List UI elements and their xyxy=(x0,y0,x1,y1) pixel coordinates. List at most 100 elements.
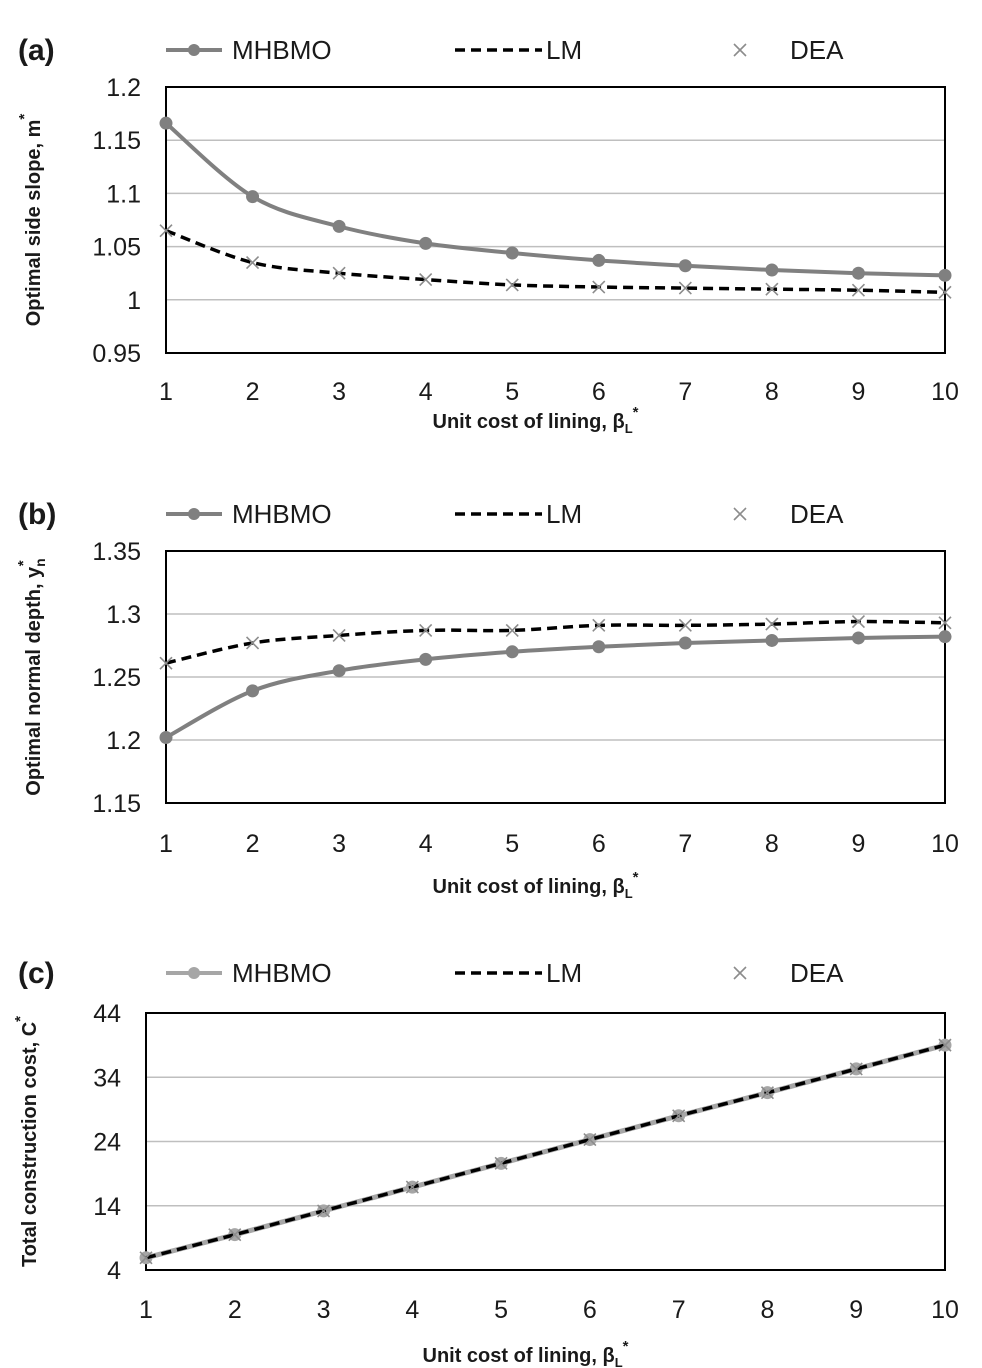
legend-dea-label: DEA xyxy=(790,35,844,65)
series-dea-point xyxy=(938,616,952,630)
series-lm-line xyxy=(145,1043,946,1260)
series-mhbmo-point xyxy=(851,631,865,645)
legend-mhbmo-label: MHBMO xyxy=(232,958,332,988)
series-mhbmo-point xyxy=(332,219,346,233)
x-axis-title-sub: L xyxy=(625,886,633,901)
series-dea-point xyxy=(592,618,606,632)
y-tick-label: 1 xyxy=(127,287,141,315)
x-tick-label: 9 xyxy=(849,1296,863,1324)
x-tick-label: 8 xyxy=(765,830,779,858)
x-axis-title-sup: * xyxy=(633,869,639,886)
y-tick-label: 34 xyxy=(93,1064,121,1092)
x-tick-label: 2 xyxy=(246,830,260,858)
series-dea-point xyxy=(139,1251,153,1265)
y-axis-title-main: Total construction cost, C xyxy=(19,1022,41,1267)
series-dea-point xyxy=(245,255,260,270)
y-axis-title-sup: * xyxy=(12,1016,29,1022)
legend-lm-label: LM xyxy=(546,35,582,65)
y-tick-label: 1.2 xyxy=(106,727,141,755)
series-dea-point xyxy=(159,656,173,670)
plot-frame xyxy=(165,86,946,354)
series-dea-point xyxy=(851,614,866,629)
x-tick-label: 1 xyxy=(159,830,173,858)
series-dea-point xyxy=(419,623,433,637)
series-dea-point xyxy=(505,278,519,292)
series-dea-point xyxy=(419,273,433,287)
x-axis-title-sup: * xyxy=(633,404,639,421)
chart-panel-1: (b) MHBMO LM DEA 1.15 1.2 1.25 1.3 1.35 1 2 3 4 5 6 7 8 9… xyxy=(15,498,959,901)
y-tick-label: 1.05 xyxy=(92,234,141,262)
y-axis-title-sup: * xyxy=(15,560,32,566)
series-mhbmo-point xyxy=(159,730,173,744)
x-tick-label: 7 xyxy=(672,1296,686,1324)
x-tick-label: 5 xyxy=(505,830,519,858)
series-dea-point xyxy=(849,1062,863,1076)
y-tick-label: 1.3 xyxy=(106,601,141,629)
x-axis-title: Unit cost of lining, βL* xyxy=(433,404,639,436)
y-tick-label: 1.15 xyxy=(92,127,141,155)
legend-mhbmo-marker xyxy=(188,967,200,979)
series-mhbmo-point xyxy=(505,246,519,260)
series-mhbmo-point xyxy=(332,664,346,678)
series-dea-point xyxy=(765,617,779,631)
panel-label: (b) xyxy=(18,498,56,531)
x-tick-label: 6 xyxy=(592,830,606,858)
x-tick-label: 10 xyxy=(931,1296,959,1324)
series-dea-point xyxy=(245,636,260,650)
x-axis-title-main: Unit cost of lining, β xyxy=(433,876,625,898)
y-tick-label: 1.1 xyxy=(106,180,141,208)
series-dea-point xyxy=(332,628,346,642)
series-dea-point xyxy=(159,224,173,238)
x-tick-label: 5 xyxy=(505,378,519,406)
y-axis-title-main: Optimal side slope, m xyxy=(23,120,45,327)
legend-lm-label: LM xyxy=(546,499,582,529)
x-tick-label: 2 xyxy=(228,1296,242,1324)
series-dea-point xyxy=(678,618,692,632)
y-axis-title: Total construction cost, C* xyxy=(12,1016,41,1267)
series-dea-point xyxy=(851,283,866,297)
series-dea-point xyxy=(405,1180,419,1194)
x-tick-label: 7 xyxy=(678,378,692,406)
series-dea-point xyxy=(938,285,952,299)
y-axis-title: Optimal normal depth, yn* xyxy=(15,558,48,795)
series-mhbmo-point xyxy=(159,116,173,130)
legend-dea-label: DEA xyxy=(790,499,844,529)
x-tick-label: 2 xyxy=(246,378,260,406)
series-lm-line xyxy=(165,619,946,665)
x-tick-label: 4 xyxy=(419,378,433,406)
x-tick-label: 3 xyxy=(332,830,346,858)
series-dea-point xyxy=(316,1204,331,1218)
series-mhbmo-point xyxy=(419,236,433,250)
series-mhbmo-point xyxy=(678,636,692,650)
series-mhbmo-point xyxy=(246,190,260,204)
legend-lm-label: LM xyxy=(546,958,582,988)
x-tick-label: 1 xyxy=(139,1296,153,1324)
series-dea-point xyxy=(494,1156,508,1170)
y-tick-label: 14 xyxy=(93,1193,121,1221)
x-axis-title-sup: * xyxy=(623,1338,629,1355)
series-dea-point xyxy=(672,1109,686,1123)
y-tick-label: 1.25 xyxy=(92,664,141,692)
series-mhbmo-point xyxy=(592,640,606,654)
legend-dea-marker xyxy=(733,43,747,57)
series-mhbmo-point xyxy=(505,645,519,659)
y-tick-label: 0.95 xyxy=(92,340,141,368)
x-axis-title-main: Unit cost of lining, β xyxy=(423,1345,615,1367)
legend-mhbmo-label: MHBMO xyxy=(232,35,332,65)
x-tick-label: 6 xyxy=(592,378,606,406)
y-axis-title-sup: * xyxy=(16,114,33,120)
x-tick-label: 8 xyxy=(760,1296,774,1324)
plot-frame xyxy=(145,1012,946,1271)
x-tick-label: 1 xyxy=(159,378,173,406)
legend-mhbmo-label: MHBMO xyxy=(232,499,332,529)
y-tick-label: 1.2 xyxy=(106,74,141,102)
y-axis-title-sub: n xyxy=(32,558,48,567)
plot-frame xyxy=(165,550,946,804)
chart-panel-0: (a) MHBMO LM DEA 0.95 1 1.05 1.1 1.15 1.2 1 2 3 4 5 6 7 8… xyxy=(16,34,959,436)
x-tick-label: 10 xyxy=(931,830,959,858)
legend-dea-marker xyxy=(733,966,747,980)
y-axis-title: Optimal side slope, m* xyxy=(16,114,45,327)
series-dea-point xyxy=(760,1086,775,1100)
